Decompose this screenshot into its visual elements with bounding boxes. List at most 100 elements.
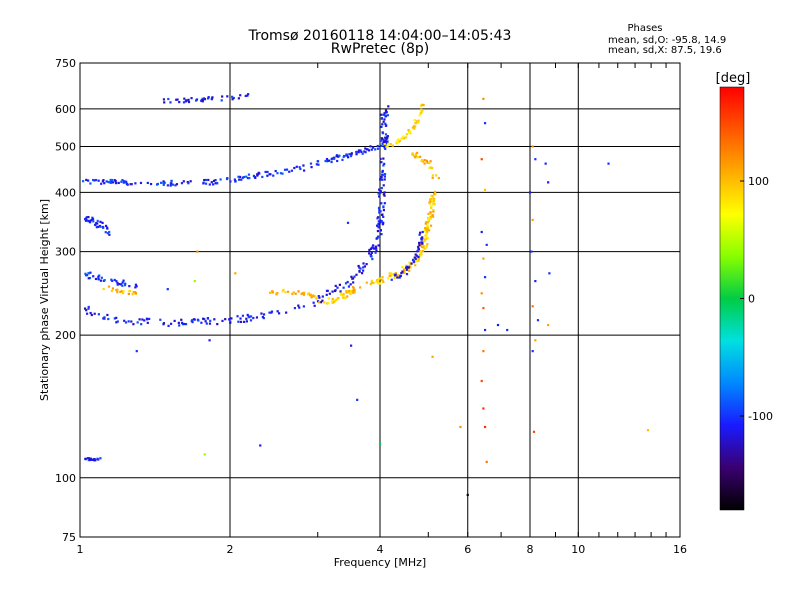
echo-point	[331, 157, 334, 160]
echo-point	[367, 149, 371, 152]
echo-point	[485, 460, 488, 464]
echo-point	[415, 151, 419, 155]
echo-point	[93, 312, 96, 315]
echo-point	[350, 275, 353, 278]
echo-point	[315, 163, 318, 166]
echo-point	[421, 249, 425, 253]
echo-point	[378, 277, 381, 280]
echo-point	[380, 161, 383, 164]
echo-point	[225, 177, 229, 181]
echo-point	[239, 320, 243, 323]
echo-point	[420, 108, 423, 111]
echo-point	[97, 275, 100, 278]
echo-point	[380, 125, 383, 128]
x-axis-label: Frequency [MHz]	[334, 556, 426, 569]
echo-point	[276, 291, 279, 295]
y-tick-label: 600	[55, 103, 76, 116]
echo-point	[483, 188, 487, 191]
echo-point	[434, 174, 438, 177]
echo-point	[414, 258, 417, 262]
echo-point	[242, 320, 246, 323]
echo-point	[398, 139, 401, 143]
echo-point	[272, 174, 275, 177]
echo-point	[420, 241, 424, 244]
echo-point	[369, 145, 372, 148]
echo-point	[212, 183, 215, 186]
echo-point	[197, 319, 200, 322]
echo-point	[211, 96, 214, 99]
echo-point	[82, 180, 85, 183]
echo-point	[212, 179, 216, 182]
echo-point	[316, 300, 320, 303]
echo-point	[402, 137, 406, 140]
echo-point	[86, 457, 89, 460]
echo-point	[175, 98, 178, 101]
echo-point	[379, 190, 382, 193]
echo-point	[382, 280, 385, 284]
echo-point	[242, 175, 246, 179]
echo-point	[480, 158, 483, 161]
echo-point	[371, 245, 374, 248]
echo-point	[268, 291, 272, 294]
echo-point	[357, 151, 360, 154]
echo-point	[200, 99, 203, 102]
echo-point	[343, 296, 347, 300]
echo-point	[290, 169, 294, 172]
echo-point	[333, 157, 336, 160]
echo-point	[352, 277, 355, 280]
echo-point	[210, 98, 213, 101]
echo-point	[360, 150, 363, 154]
echo-point	[312, 301, 315, 304]
echo-point	[96, 225, 100, 228]
echo-point	[368, 248, 371, 252]
echo-point	[214, 179, 217, 182]
echo-point	[87, 307, 90, 310]
echo-point	[409, 130, 412, 133]
echo-point	[411, 126, 415, 129]
echo-point	[379, 191, 382, 194]
echo-point	[130, 183, 133, 186]
echo-point	[113, 278, 116, 282]
echo-point	[95, 222, 98, 225]
echo-point	[363, 150, 366, 153]
echo-point	[306, 293, 310, 296]
echo-point	[215, 181, 218, 185]
echo-point	[374, 245, 377, 248]
echo-point	[429, 160, 432, 163]
echo-point	[380, 233, 383, 236]
echo-point	[108, 230, 111, 234]
echo-point	[376, 147, 380, 150]
echo-point	[380, 176, 383, 179]
echo-point	[426, 221, 429, 224]
echo-point	[281, 290, 284, 293]
echo-point	[123, 319, 126, 322]
echo-point	[384, 136, 387, 139]
x-axis-ticks: 1 2 4 6 8 10 16	[77, 63, 687, 556]
echo-point	[415, 260, 418, 263]
echo-point	[167, 97, 170, 101]
echo-point	[379, 139, 383, 142]
echo-point	[414, 156, 417, 159]
echo-point	[310, 166, 313, 169]
echo-point	[369, 254, 372, 258]
echo-point	[380, 117, 384, 120]
echo-point	[260, 312, 263, 315]
echo-point	[240, 178, 243, 181]
echo-point	[245, 320, 248, 323]
echo-point	[380, 144, 383, 148]
echo-point	[414, 253, 417, 256]
echo-point	[128, 285, 131, 288]
echo-point	[400, 271, 403, 275]
echo-point	[432, 197, 435, 200]
echo-point	[397, 274, 400, 277]
echo-point	[113, 317, 116, 320]
echo-point	[381, 132, 385, 135]
echo-point	[121, 179, 124, 182]
echo-point	[382, 215, 385, 218]
echo-point	[646, 429, 650, 432]
echo-point	[547, 323, 550, 327]
echo-point	[134, 291, 137, 295]
echo-point	[102, 178, 105, 182]
echo-point	[279, 172, 283, 175]
echo-point	[143, 319, 146, 322]
